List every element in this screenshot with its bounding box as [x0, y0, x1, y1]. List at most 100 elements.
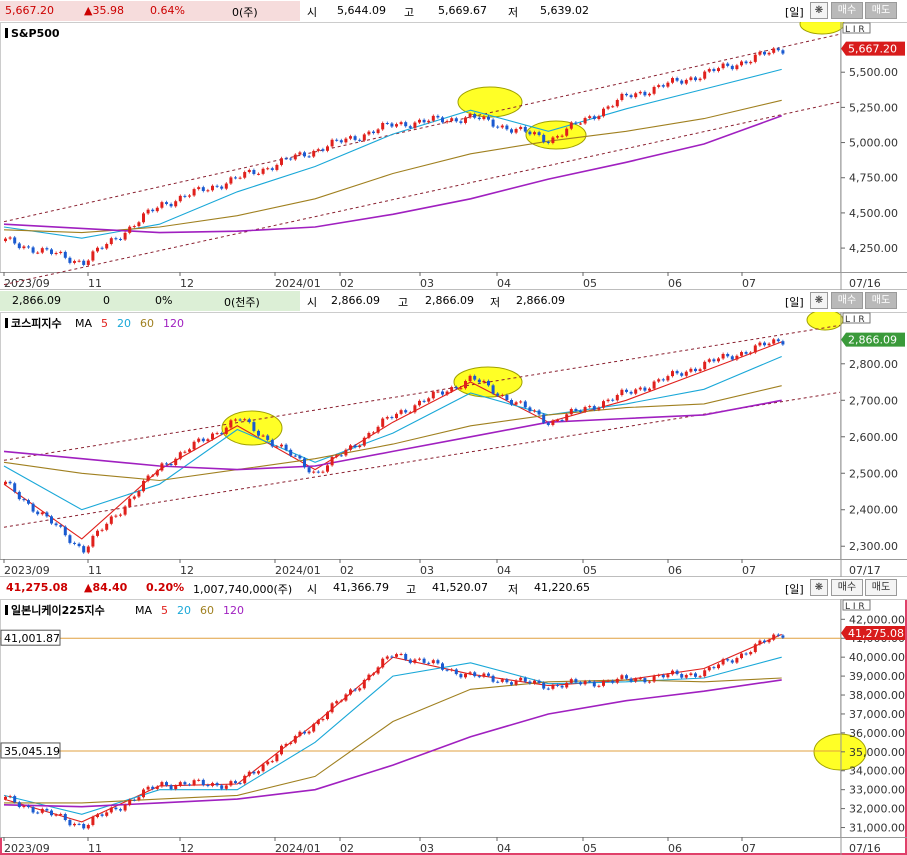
settings-gear-icon[interactable]: ❋ — [810, 2, 828, 19]
date-label: 07/16 — [849, 842, 881, 855]
period-label[interactable]: [일] — [785, 296, 804, 309]
buy-button[interactable]: 매수 — [831, 579, 863, 596]
period-label[interactable]: [일] — [785, 6, 804, 19]
ma-line-ma60 — [3, 99, 782, 234]
candle-body — [634, 389, 638, 394]
candle-body — [537, 680, 541, 683]
high-value: 41,520.07 — [432, 581, 488, 594]
candle-body — [629, 391, 633, 394]
date-label: 07/17 — [849, 564, 881, 577]
candle-body — [261, 764, 265, 772]
sell-button[interactable]: 매도 — [865, 579, 897, 596]
current-price-label: 2,866.09 — [848, 334, 897, 347]
low-value: 2,866.09 — [516, 294, 565, 307]
candle-body — [220, 186, 224, 189]
chart-panel-sp500: 5,667.20 ▲35.98 0.64% 0(주) 시 5,644.09 고 … — [0, 0, 907, 290]
high-label: 고 — [398, 296, 409, 309]
candle-body — [132, 226, 136, 228]
change-value: ▲35.98 — [84, 4, 124, 17]
channel-lower — [3, 101, 841, 286]
candle-body — [666, 674, 670, 678]
sell-button[interactable]: 매도 — [865, 292, 897, 309]
buy-button[interactable]: 매수 — [831, 2, 863, 19]
candle-body — [86, 824, 90, 829]
candle-body — [169, 463, 173, 466]
x-tick-label: 02 — [340, 564, 354, 577]
candle-body — [160, 463, 164, 471]
candle-body — [519, 401, 523, 403]
x-tick-label: 2023/09 — [4, 277, 50, 290]
candle-body — [316, 720, 320, 725]
candle-body — [675, 371, 679, 374]
candle-body — [496, 126, 500, 128]
chart-panel-nikkei: 41,275.08 ▲84.40 0.20% 1,007,740,000(주) … — [0, 577, 907, 855]
candle-body — [500, 395, 504, 397]
current-price-tag — [841, 332, 905, 347]
candle-body — [128, 799, 132, 805]
candle-body — [740, 653, 743, 659]
candle-body — [4, 238, 7, 242]
candle-body — [491, 119, 495, 127]
candle-body — [142, 213, 145, 223]
chart-title: S&P500 — [11, 27, 60, 40]
candle-body — [436, 391, 440, 393]
candle-body — [178, 195, 182, 202]
buy-button[interactable]: 매수 — [831, 292, 863, 309]
candle-body — [602, 680, 605, 686]
candle-body — [123, 804, 127, 811]
candle-body — [165, 463, 168, 465]
ma-legend-item: 5 — [161, 604, 168, 617]
candle-body — [730, 660, 734, 663]
candle-body — [349, 136, 352, 139]
candle-body — [192, 780, 196, 785]
candle-body — [17, 802, 21, 807]
y-tick-label: 38,000.00 — [849, 689, 905, 702]
candle-body — [533, 132, 536, 135]
candle-body — [192, 189, 196, 196]
volume-value: 0(주) — [232, 6, 258, 19]
candle-body — [528, 131, 532, 135]
candle-body — [40, 248, 44, 253]
candle-body — [220, 785, 224, 789]
candle-body — [615, 678, 619, 683]
candle-body — [454, 387, 458, 389]
y-tick-label: 5,500.00 — [849, 66, 898, 79]
candle-body — [339, 140, 343, 143]
period-label[interactable]: [일] — [785, 583, 804, 596]
candle-body — [155, 470, 159, 476]
candle-body — [597, 116, 601, 120]
candle-body — [717, 358, 720, 362]
candle-body — [597, 407, 601, 410]
candle-body — [234, 177, 237, 179]
settings-gear-icon[interactable]: ❋ — [810, 292, 828, 309]
open-label: 시 — [307, 296, 318, 309]
candle-body — [372, 432, 375, 434]
high-value: 5,669.67 — [438, 4, 487, 17]
settings-gear-icon[interactable]: ❋ — [810, 579, 828, 596]
candle-body — [767, 639, 771, 643]
candle-body — [606, 399, 610, 402]
candle-body — [367, 674, 371, 680]
candle-body — [721, 353, 725, 359]
candle-body — [753, 345, 757, 353]
price-highlight — [0, 291, 300, 311]
candle-body — [151, 475, 155, 477]
ma-line-ma120 — [3, 399, 782, 471]
candle-body — [36, 511, 40, 515]
candle-body — [86, 260, 90, 265]
candle-body — [648, 388, 651, 391]
candle-body — [146, 475, 150, 481]
candle-body — [707, 69, 711, 72]
candle-body — [648, 93, 651, 96]
quote-header: 5,667.20 ▲35.98 0.64% 0(주) 시 5,644.09 고 … — [0, 0, 907, 23]
candle-body — [326, 712, 329, 720]
sell-button[interactable]: 매도 — [865, 2, 897, 19]
candle-body — [137, 797, 141, 801]
candle-body — [174, 458, 178, 466]
candle-body — [330, 456, 334, 466]
candle-body — [726, 353, 730, 357]
candle-body — [574, 679, 578, 683]
candle-body — [408, 412, 412, 414]
candle-body — [247, 169, 251, 173]
candle-body — [450, 387, 454, 392]
